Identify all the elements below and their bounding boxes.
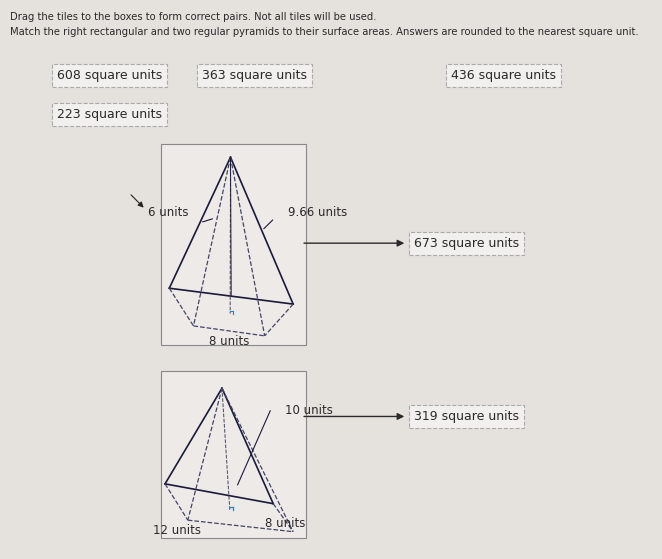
Text: 608 square units: 608 square units <box>57 69 162 82</box>
Text: 12 units: 12 units <box>154 524 201 537</box>
Text: 8 units: 8 units <box>209 335 249 348</box>
Text: 9.66 units: 9.66 units <box>288 206 348 219</box>
Text: 436 square units: 436 square units <box>451 69 555 82</box>
Text: 10 units: 10 units <box>285 404 332 418</box>
Text: 363 square units: 363 square units <box>203 69 307 82</box>
Text: 319 square units: 319 square units <box>414 410 519 423</box>
Text: Drag the tiles to the boxes to form correct pairs. Not all tiles will be used.: Drag the tiles to the boxes to form corr… <box>10 12 377 22</box>
Text: 223 square units: 223 square units <box>57 108 162 121</box>
Text: 6 units: 6 units <box>148 206 189 219</box>
Text: Match the right rectangular and two regular pyramids to their surface areas. Ans: Match the right rectangular and two regu… <box>10 27 639 37</box>
FancyBboxPatch shape <box>161 371 306 538</box>
Text: 673 square units: 673 square units <box>414 236 519 250</box>
Text: 8 units: 8 units <box>265 517 305 530</box>
FancyBboxPatch shape <box>161 144 306 345</box>
